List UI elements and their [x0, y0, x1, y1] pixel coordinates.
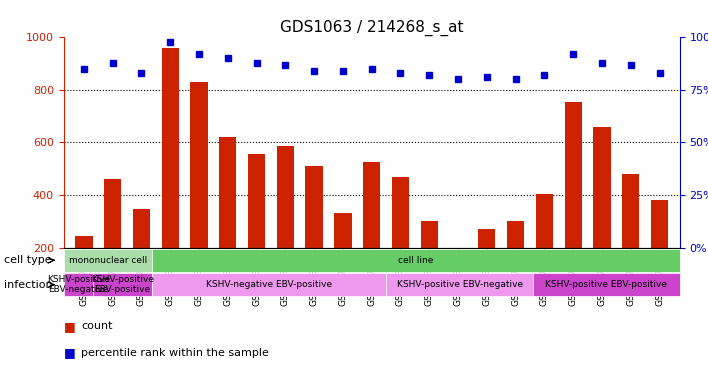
Bar [536, 194, 553, 300]
Text: KSHV-positive EBV-negative: KSHV-positive EBV-negative [396, 280, 523, 289]
Text: percentile rank within the sample: percentile rank within the sample [81, 348, 269, 357]
Text: KSHV-positive
EBV-negative: KSHV-positive EBV-negative [47, 275, 110, 294]
Text: KSHV-positive EBV-positive: KSHV-positive EBV-positive [545, 280, 668, 289]
Bar [334, 213, 352, 300]
Bar [305, 166, 323, 300]
Bar [651, 200, 668, 300]
Bar [75, 236, 93, 300]
Bar [161, 48, 179, 300]
Bar [133, 209, 150, 300]
Text: KSHV-negative EBV-positive: KSHV-negative EBV-positive [206, 280, 332, 289]
Text: ■: ■ [64, 320, 76, 333]
Bar [104, 179, 121, 300]
Bar [363, 162, 380, 300]
Bar [248, 154, 266, 300]
Bar [277, 146, 294, 300]
Title: GDS1063 / 214268_s_at: GDS1063 / 214268_s_at [280, 20, 464, 36]
Text: KSHV-positive
EBV-positive: KSHV-positive EBV-positive [91, 275, 154, 294]
Bar [190, 82, 207, 300]
Bar [219, 137, 236, 300]
Text: cell line: cell line [398, 256, 433, 265]
Bar [564, 102, 582, 300]
Bar [622, 174, 639, 300]
Bar [392, 177, 409, 300]
Bar [507, 221, 524, 300]
Bar [593, 127, 610, 300]
Text: count: count [81, 321, 113, 331]
Text: ■: ■ [64, 346, 76, 359]
Bar [478, 229, 496, 300]
Text: cell type: cell type [4, 255, 51, 265]
Bar [421, 221, 438, 300]
Text: infection: infection [4, 280, 52, 290]
Text: mononuclear cell: mononuclear cell [69, 256, 147, 265]
Bar [450, 268, 467, 300]
